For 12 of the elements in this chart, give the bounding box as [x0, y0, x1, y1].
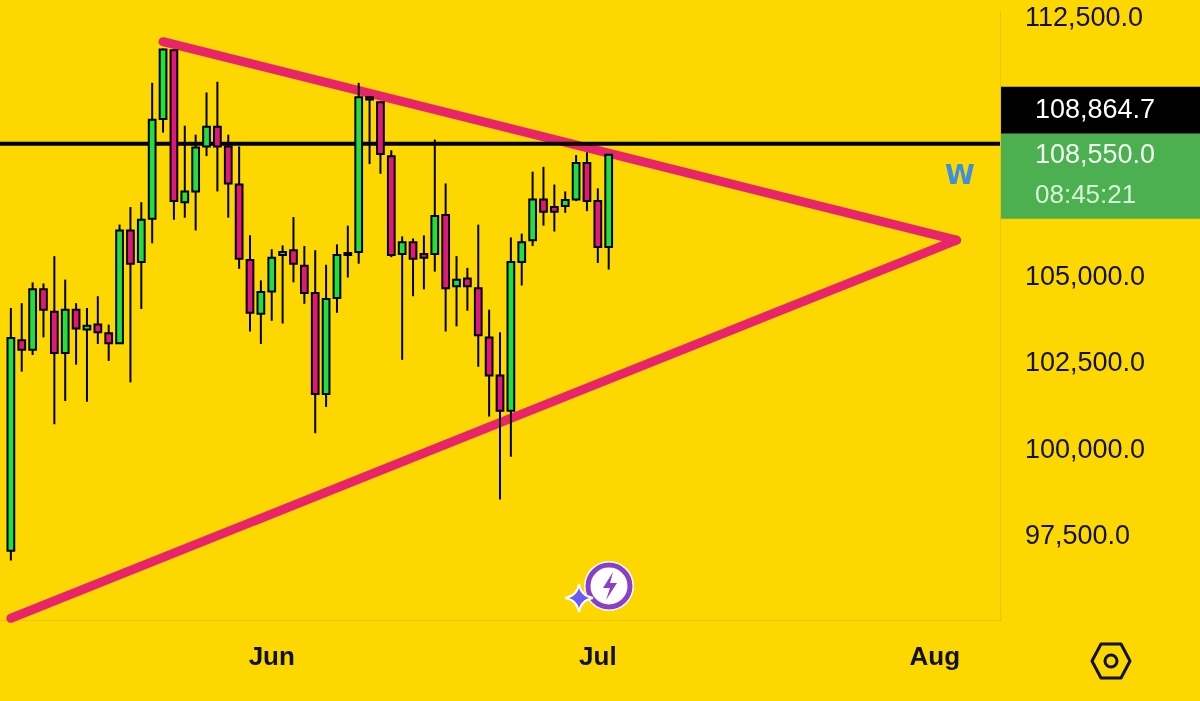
x-tick-label: Aug	[909, 640, 961, 671]
y-tick-label: 112,500.0	[1025, 1, 1144, 32]
y-tick-label: 102,500.0	[1025, 347, 1146, 378]
x-tick-label: Jun	[248, 640, 295, 671]
y-tick-label: 97,500.0	[1025, 520, 1131, 551]
text: 08:45:21	[1035, 179, 1137, 210]
x-tick-label: Jul	[579, 640, 617, 671]
text: 108,550.0	[1035, 139, 1156, 170]
y-tick-label: 105,000.0	[1025, 261, 1146, 291]
y-tick-label: 100,000.0	[1025, 433, 1146, 464]
annotation: W	[945, 159, 975, 191]
ref-line-label: 108,864.7	[1035, 94, 1156, 125]
